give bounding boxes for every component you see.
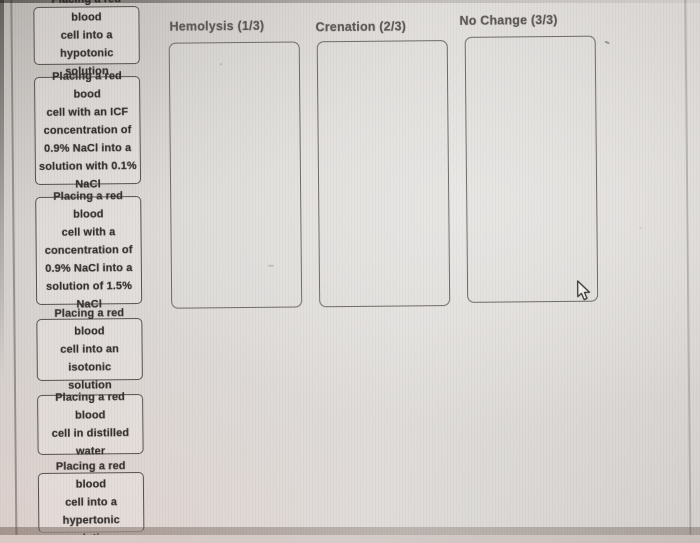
dropzone-hemolysis[interactable] bbox=[168, 41, 303, 309]
dropzone-crenation[interactable] bbox=[316, 40, 451, 308]
drag-card-label: Placing a red bood cell with an ICF conc… bbox=[38, 70, 137, 191]
mouse-cursor-icon bbox=[576, 280, 591, 301]
dropzone-label-crenation: Crenation (2/3) bbox=[315, 19, 407, 35]
dropzone-label-no-change: No Change (3/3) bbox=[459, 12, 558, 28]
drag-card-icf-0.9-into-0.1[interactable]: Placing a red bood cell with an ICF conc… bbox=[34, 70, 142, 191]
drag-card-label: Placing a red blood cell with a concentr… bbox=[44, 190, 133, 311]
dropzone-label-hemolysis: Hemolysis (1/3) bbox=[169, 18, 265, 34]
drag-card-0.9-into-1.5[interactable]: Placing a red blood cell with a concentr… bbox=[35, 190, 143, 311]
drag-card-hypotonic-solution[interactable]: Placing a red blood cell into a hypotoni… bbox=[33, 0, 140, 78]
dropzone-no-change[interactable] bbox=[464, 35, 599, 303]
panel-left-border bbox=[10, 0, 18, 543]
dust-speck bbox=[604, 40, 610, 45]
drag-card-label: Placing a red blood cell in distilled wa… bbox=[51, 391, 130, 458]
drag-card-label: Placing a red blood cell into an isotoni… bbox=[54, 307, 125, 392]
drag-card-isotonic-solution[interactable]: Placing a red blood cell into an isotoni… bbox=[36, 307, 143, 392]
drag-card-hypertonic-solution[interactable]: Placing a red blood cell into a hyperton… bbox=[37, 460, 145, 543]
drag-card-distilled-water[interactable]: Placing a red blood cell in distilled wa… bbox=[37, 391, 144, 458]
panel-right-border bbox=[684, 0, 692, 543]
dust-speck bbox=[639, 227, 642, 230]
drag-card-label: Placing a red blood cell into a hyperton… bbox=[55, 460, 126, 543]
